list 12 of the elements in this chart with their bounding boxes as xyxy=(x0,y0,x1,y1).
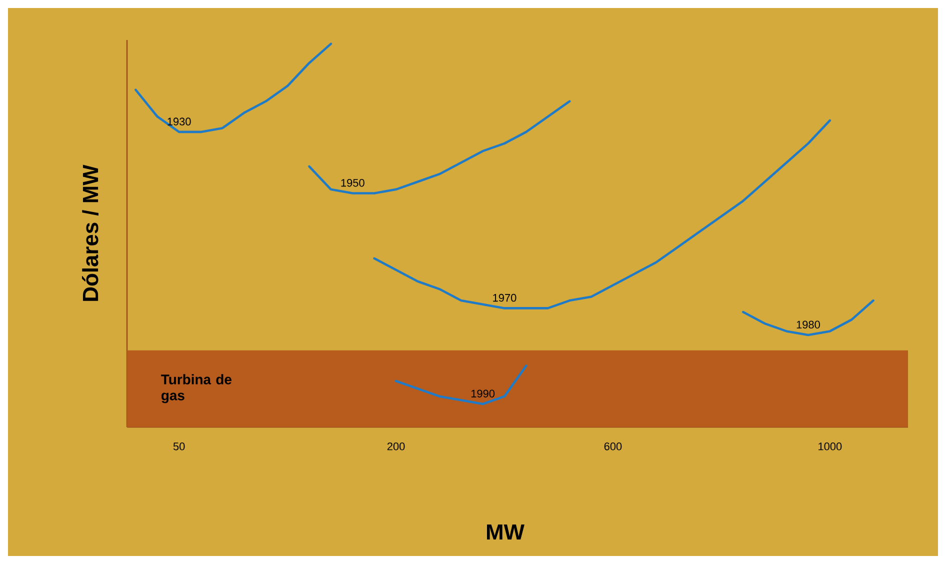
series-label: 1970 xyxy=(493,294,516,302)
x-tick-label: 1000 xyxy=(818,442,842,450)
x-tick-label: 50 xyxy=(173,442,185,450)
band-label: Turbina de gas xyxy=(161,374,232,404)
x-tick-label: 600 xyxy=(604,442,622,450)
y-axis-title: Dólares / MW xyxy=(82,164,98,301)
series-label: 1990 xyxy=(471,390,495,398)
series-label: 1950 xyxy=(341,178,364,187)
series-label: 1980 xyxy=(796,320,820,329)
series-label: 1930 xyxy=(168,118,191,126)
x-tick-label: 200 xyxy=(387,442,405,450)
x-axis-title: MW xyxy=(487,524,524,540)
